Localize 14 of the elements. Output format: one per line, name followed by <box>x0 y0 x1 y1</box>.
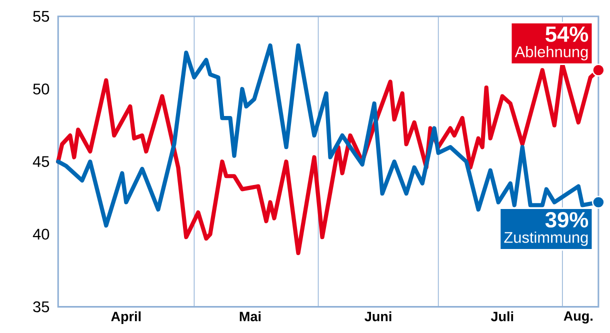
annotation: 39% <box>545 212 588 228</box>
x-tick-label: Juni <box>364 311 392 322</box>
y-tick-label: 45 <box>32 156 50 168</box>
x-tick-label: Mai <box>240 311 261 322</box>
x-tick-label: Juli <box>490 311 514 322</box>
series-label: Ablehnung <box>514 46 588 60</box>
y-tick-label: 35 <box>33 301 50 312</box>
y-tick-label: 50 <box>33 84 50 95</box>
series-label: Zustimmung <box>504 232 588 246</box>
annotation: 54% <box>546 26 588 42</box>
y-tick-label: 40 <box>32 228 50 240</box>
y-tick-label: 55 <box>33 11 50 22</box>
x-tick-label: Aug. <box>564 311 592 324</box>
x-tick-label: April <box>111 311 141 324</box>
